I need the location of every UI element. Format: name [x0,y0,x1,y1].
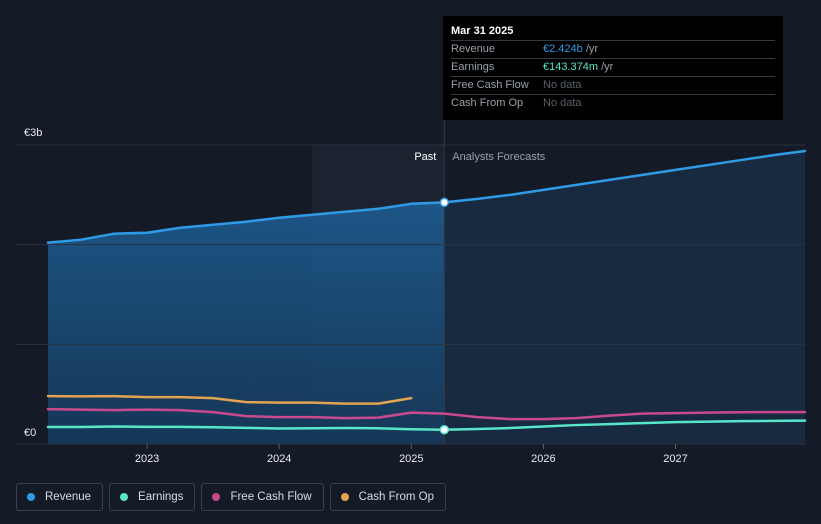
legend-label: Revenue [45,491,92,503]
tooltip-row-revenue: Revenue €2.424b /yr [451,40,775,58]
earnings-line [46,419,807,431]
tooltip-label: Free Cash Flow [451,79,529,91]
legend-label: Earnings [138,491,184,503]
x-tick-label: 2025 [399,453,423,465]
revenue-past-area [48,202,445,444]
y-tick-label: €3b [24,127,42,139]
revenue-line [46,149,807,244]
forecast-label: Analysts Forecasts [452,151,545,163]
x-tick-label: 2027 [663,453,687,465]
tooltip-value: No data [543,79,582,91]
tooltip-label: Revenue [451,43,496,55]
legend-dot-icon [212,493,221,501]
legend-item-earnings[interactable]: Earnings [109,483,196,511]
legend-item-cash-from-op[interactable]: Cash From Op [329,483,447,511]
tooltip-value: No data [543,97,582,109]
revenue-forecast-area [444,150,805,445]
legend-dot-icon [27,493,35,501]
legend-dot-icon [340,493,349,501]
earnings-marker [439,424,450,435]
free-cash-flow-line [46,407,807,421]
x-tick-label: 2023 [135,453,159,465]
legend-label: Free Cash Flow [230,491,312,503]
tooltip-row-earnings: Earnings €143.374m /yr [451,58,775,76]
x-tick-label: 2026 [531,453,555,465]
tooltip-label: Cash From Op [451,97,524,109]
tooltip-value: €2.424b /yr [543,43,599,55]
cash-from-op-line [46,394,413,405]
tooltip-date: Mar 31 2025 [451,25,514,37]
legend-label: Cash From Op [358,491,435,503]
tooltip-row-cash-from-op: Cash From Op No data [451,94,775,112]
legend: Revenue Earnings Free Cash Flow Cash From O… [16,483,447,511]
tooltip: Mar 31 2025 Revenue €2.424b /yr Earnings €1… [443,16,783,120]
x-tick-label: 2024 [267,453,291,465]
legend-item-revenue[interactable]: Revenue [16,483,104,511]
y-tick-label: €0 [24,427,36,439]
tooltip-value: €143.374m /yr [543,61,614,73]
tooltip-row-free-cash-flow: Free Cash Flow No data [451,76,775,94]
revenue-marker [439,197,450,208]
legend-item-free-cash-flow[interactable]: Free Cash Flow [201,483,324,511]
tooltip-label: Earnings [451,61,495,73]
legend-dot-icon [120,493,129,501]
past-label: Past [414,151,436,163]
